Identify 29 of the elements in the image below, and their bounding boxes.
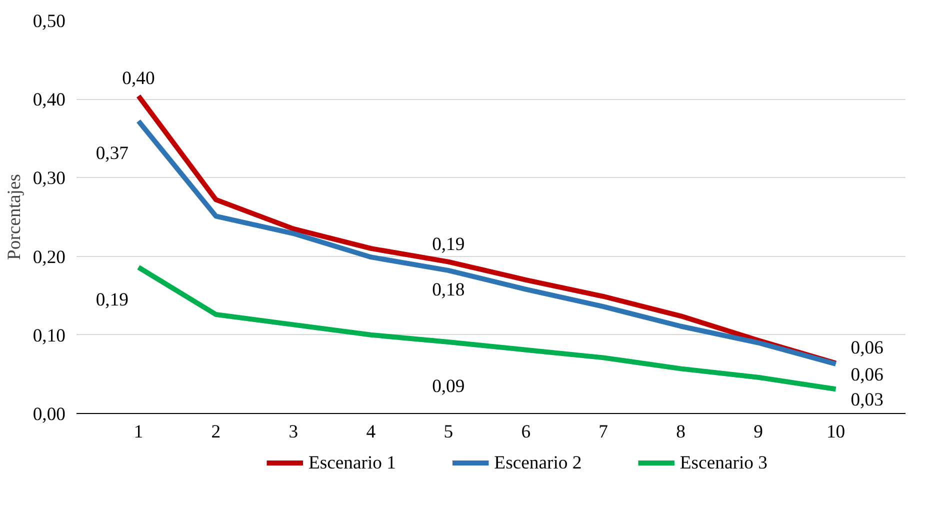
x-tick-label: 5 xyxy=(444,422,454,442)
data-label: 0,06 xyxy=(850,338,884,359)
y-tick-label: 0,00 xyxy=(32,404,66,425)
legend-label: Escenario 1 xyxy=(308,452,396,474)
x-tick-label: 9 xyxy=(754,422,763,442)
data-label: 0,37 xyxy=(96,143,128,164)
x-tick-label: 1 xyxy=(134,422,144,442)
y-tick-label: 0,30 xyxy=(32,168,66,190)
y-tick-label: 0,40 xyxy=(32,90,66,111)
data-label: 0,19 xyxy=(96,289,128,310)
data-label: 0,40 xyxy=(122,68,155,89)
data-label: 0,03 xyxy=(850,390,884,411)
legend-label: Escenario 2 xyxy=(494,452,582,474)
y-tick-label: 0,50 xyxy=(32,11,66,32)
data-label: 0,19 xyxy=(432,234,465,255)
x-tick-label: 10 xyxy=(826,422,846,442)
x-tick-label: 6 xyxy=(521,422,531,442)
y-axis-title: Porcentajes xyxy=(4,174,25,260)
x-tick-label: 3 xyxy=(288,422,298,442)
legend-label: Escenario 3 xyxy=(680,452,768,474)
data-label: 0,06 xyxy=(850,364,884,386)
x-tick-label: 7 xyxy=(598,422,608,442)
data-label: 0,18 xyxy=(432,279,465,300)
x-tick-label: 8 xyxy=(676,422,686,442)
y-tick-label: 0,10 xyxy=(32,325,66,346)
x-tick-label: 4 xyxy=(366,422,376,442)
y-tick-label: 0,20 xyxy=(32,246,66,268)
data-label: 0,09 xyxy=(432,376,465,397)
x-tick-label: 2 xyxy=(211,422,221,442)
